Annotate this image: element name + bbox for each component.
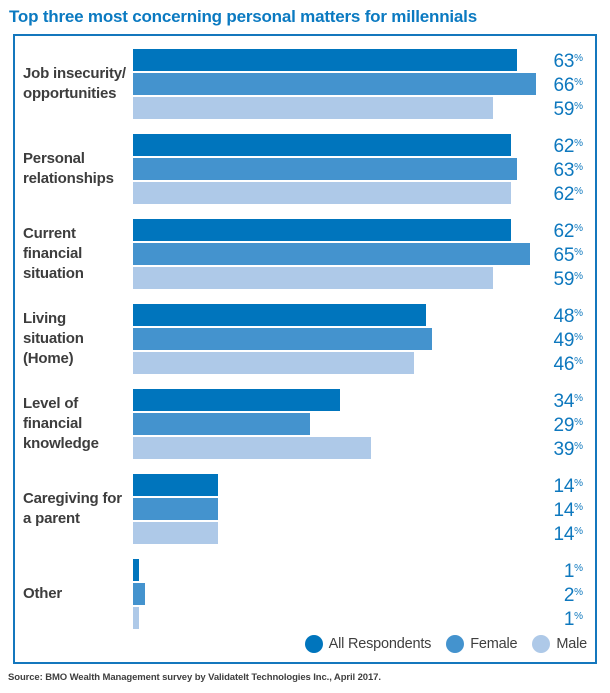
bar-group: Current financial situation 62% 65% 59%: [15, 219, 595, 290]
value-label: 14%: [553, 499, 583, 521]
value-label: 59%: [553, 98, 583, 120]
bar-stack: 62% 65% 59%: [133, 219, 595, 290]
value-label: 65%: [553, 244, 583, 266]
bar-row: 65%: [133, 243, 595, 266]
bar-stack: 14% 14% 14%: [133, 474, 595, 545]
bar-row: 34%: [133, 389, 595, 412]
bar-all-respondents: [133, 304, 426, 326]
bar-row: 39%: [133, 437, 595, 460]
bar-row: 59%: [133, 267, 595, 290]
category-label: Level of financial knowledge: [23, 395, 99, 452]
bar-all-respondents: [133, 389, 341, 411]
value-label: 14%: [553, 523, 583, 545]
bar-row: 1%: [133, 607, 595, 630]
bar-stack: 34% 29% 39%: [133, 389, 595, 460]
bar-groups: Job insecurity/ opportunities 63% 66% 59% Pe…: [15, 49, 595, 630]
category-label: Living situation (Home): [23, 310, 84, 367]
bar-all-respondents: [133, 134, 512, 156]
chart-area: Job insecurity/ opportunities 63% 66% 59% Pe…: [13, 34, 597, 664]
category-label: Personal relationships: [23, 150, 114, 187]
value-label: 29%: [553, 414, 583, 436]
bar-group: Job insecurity/ opportunities 63% 66% 59%: [15, 49, 595, 120]
bar-all-respondents: [133, 474, 219, 496]
category-label: Caregiving for a parent: [23, 490, 122, 527]
bar-row: 62%: [133, 219, 595, 242]
value-label: 48%: [553, 305, 583, 327]
bar-row: 62%: [133, 134, 595, 157]
bar-male: [133, 437, 371, 459]
bar-stack: 1% 2% 1%: [133, 559, 595, 630]
bar-male: [133, 267, 493, 289]
bar-row: 14%: [133, 474, 595, 497]
bar-row: 46%: [133, 352, 595, 375]
value-label: 63%: [553, 50, 583, 72]
bar-female: [133, 328, 432, 350]
bar-male: [133, 182, 512, 204]
bar-row: 29%: [133, 413, 595, 436]
bar-male: [133, 97, 493, 119]
bar-all-respondents: [133, 49, 518, 71]
legend-item-female: Female: [446, 635, 518, 653]
bar-female: [133, 73, 536, 95]
value-label: 63%: [553, 159, 583, 181]
bar-row: 49%: [133, 328, 595, 351]
bar-female: [133, 583, 146, 605]
bar-row: 14%: [133, 522, 595, 545]
source-note: Source: BMO Wealth Management survey by …: [8, 672, 381, 683]
value-label: 2%: [563, 584, 583, 606]
category-label: Job insecurity/ opportunities: [23, 65, 126, 102]
bar-row: 62%: [133, 182, 595, 205]
bar-row: 1%: [133, 559, 595, 582]
bar-stack: 62% 63% 62%: [133, 134, 595, 205]
legend: All Respondents Female Male: [15, 634, 587, 654]
bar-group: Living situation (Home) 48% 49% 46%: [15, 304, 595, 375]
bar-female: [133, 243, 530, 265]
bar-row: 59%: [133, 97, 595, 120]
legend-label: Female: [470, 636, 518, 652]
value-label: 62%: [553, 220, 583, 242]
bar-group: Level of financial knowledge 34% 29% 39%: [15, 389, 595, 460]
bar-female: [133, 158, 518, 180]
bar-row: 14%: [133, 498, 595, 521]
category-label: Other: [23, 585, 63, 602]
value-label: 62%: [553, 183, 583, 205]
value-label: 1%: [563, 560, 583, 582]
bar-male: [133, 607, 140, 629]
value-label: 49%: [553, 329, 583, 351]
bar-stack: 48% 49% 46%: [133, 304, 595, 375]
value-label: 14%: [553, 475, 583, 497]
bar-group: Caregiving for a parent 14% 14% 14%: [15, 474, 595, 545]
value-label: 66%: [553, 74, 583, 96]
legend-dot-icon: [304, 635, 323, 653]
legend-item-male: Male: [532, 635, 587, 653]
bar-all-respondents: [133, 559, 140, 581]
bar-male: [133, 352, 414, 374]
legend-label: All Respondents: [328, 636, 432, 652]
legend-item-all-respondents: All Respondents: [304, 635, 432, 653]
bar-all-respondents: [133, 219, 512, 241]
bar-female: [133, 498, 219, 520]
bar-group: Personal relationships 62% 63% 62%: [15, 134, 595, 205]
bar-row: 48%: [133, 304, 595, 327]
legend-dot-icon: [446, 635, 465, 653]
bar-group: Other 1% 2% 1%: [15, 559, 595, 630]
value-label: 62%: [553, 135, 583, 157]
category-label: Current financial situation: [23, 225, 84, 282]
bar-stack: 63% 66% 59%: [133, 49, 595, 120]
bar-row: 2%: [133, 583, 595, 606]
legend-dot-icon: [532, 635, 551, 653]
value-label: 34%: [553, 390, 583, 412]
value-label: 59%: [553, 268, 583, 290]
value-label: 46%: [553, 353, 583, 375]
value-label: 1%: [563, 608, 583, 630]
bar-row: 63%: [133, 158, 595, 181]
value-label: 39%: [553, 438, 583, 460]
bar-row: 66%: [133, 73, 595, 96]
bar-row: 63%: [133, 49, 595, 72]
bar-female: [133, 413, 310, 435]
chart-title: Top three most concerning personal matte…: [9, 7, 477, 26]
bar-male: [133, 522, 219, 544]
legend-label: Male: [556, 636, 587, 652]
